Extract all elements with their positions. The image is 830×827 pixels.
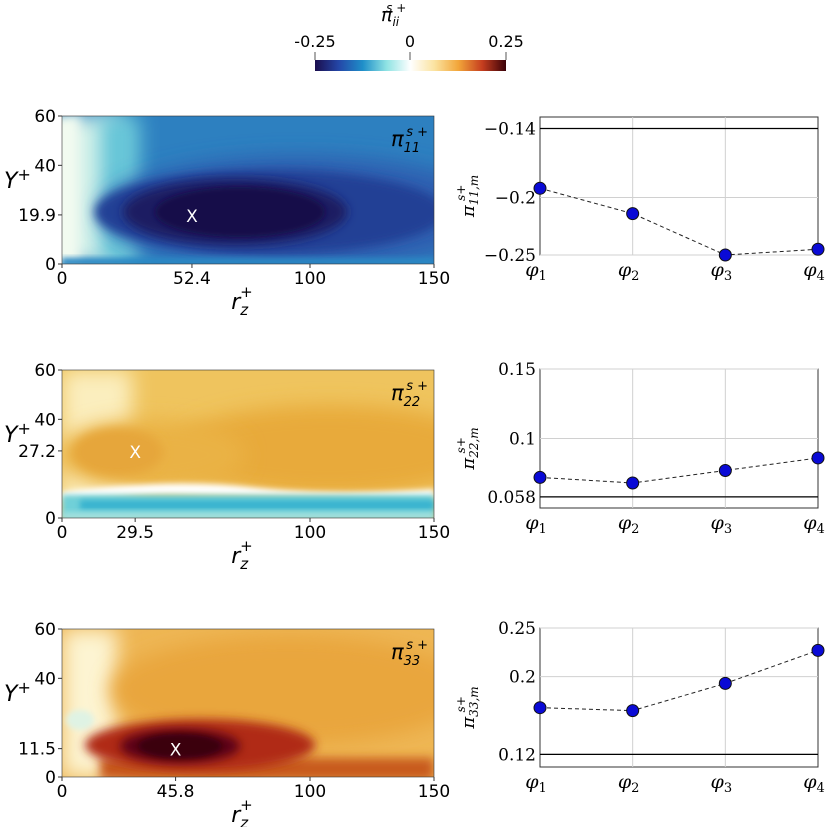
colorbar-tick-label-max: 0.25: [488, 32, 524, 51]
heatmap-pi33-field: [62, 629, 434, 777]
data-point: [533, 181, 547, 195]
colorbar-tick-label-mid: 0: [405, 32, 415, 51]
data-point: [718, 676, 732, 690]
panel-label: π33s +: [391, 638, 428, 669]
heatmap-frame: [61, 115, 435, 265]
series-line: [539, 457, 819, 484]
x-tick-label: 100: [294, 782, 326, 802]
data-point: [811, 451, 825, 465]
y-tick-label: 60: [34, 620, 56, 640]
y-tick-label: 0: [45, 255, 56, 275]
data-point: [718, 463, 732, 477]
extremum-marker: X: [170, 741, 182, 761]
y-tick-label: 0.15: [498, 360, 536, 380]
series-line: [539, 649, 819, 712]
panel-label: π11s +: [391, 125, 428, 156]
data-point: [811, 242, 825, 256]
x-tick-label: φ4: [803, 512, 825, 537]
y-tick-label: 0: [45, 768, 56, 788]
y-tick-label: 40: [34, 669, 56, 689]
y-tick-label: 0.25: [498, 619, 536, 639]
x-tick-label: 52.4: [173, 269, 211, 289]
y-axis-label: π33,ms+: [454, 686, 481, 729]
x-tick-label: 0: [57, 782, 68, 802]
line-chart-pi33: 0.25 0.2 0.12 φ1 φ2 φ3 φ4 π33,ms+: [454, 619, 825, 796]
y-tick-label: 60: [34, 361, 56, 381]
x-tick-label: 0: [57, 269, 68, 289]
x-tick-label: 150: [418, 523, 450, 543]
y-tick-label: 40: [34, 410, 56, 430]
colorbar-title: πiis +: [381, 1, 406, 29]
y-axis-label: π11,ms+: [454, 175, 481, 218]
y-axis-label: π22,ms+: [454, 427, 481, 470]
heatmap-pi11-field: [62, 116, 434, 264]
x-axis-label: rz+: [231, 283, 253, 319]
x-tick-label: φ4: [803, 771, 825, 796]
y-tick-label: 11.5: [18, 740, 56, 760]
heatmap-frame: [61, 369, 435, 519]
y-tick-label: −0.14: [484, 120, 536, 140]
y-tick-label: −0.2: [495, 189, 536, 209]
x-tick-label: 45.8: [157, 782, 195, 802]
y-axis-label: Y+: [4, 678, 31, 707]
data-point: [533, 701, 547, 715]
x-tick-label: 150: [418, 782, 450, 802]
y-tick-label: 0.1: [509, 430, 536, 450]
y-axis-label: Y+: [4, 165, 31, 194]
y-tick-label: 40: [34, 156, 56, 176]
data-point: [811, 643, 825, 657]
y-tick-label: 0.058: [487, 488, 536, 508]
data-point: [626, 704, 640, 718]
x-tick-label: φ2: [618, 259, 640, 284]
x-tick-label: φ2: [618, 771, 640, 796]
heatmap-frame: [61, 628, 435, 778]
heatmap-pi11: 0 52.4 100 150 0 19.9 40 60 rz+ Y+ π11s + X: [4, 107, 450, 319]
y-tick-label: 27.2: [18, 442, 56, 462]
heatmap-pi33: 0 45.8 100 150 0 11.5 40 60 rz+ Y+ π33s + X: [4, 620, 450, 827]
x-tick-label: φ1: [525, 512, 547, 537]
x-tick-label: 0: [57, 523, 68, 543]
y-tick-label: 0.12: [498, 745, 536, 765]
x-tick-label: φ1: [525, 259, 547, 284]
plot-frame: [539, 116, 819, 256]
x-tick-label: 100: [294, 523, 326, 543]
x-axis-label: rz+: [231, 537, 253, 573]
x-tick-label: 100: [294, 269, 326, 289]
x-tick-label: φ3: [711, 259, 733, 284]
data-point: [626, 207, 640, 221]
x-tick-label: φ3: [711, 512, 733, 537]
y-tick-label: −0.25: [484, 246, 536, 266]
x-tick-label: φ2: [618, 512, 640, 537]
colorbar: πiis + -0.25 0 0.25: [294, 1, 524, 71]
x-tick-label: 29.5: [116, 523, 154, 543]
heatmap-pi22: 0 29.5 100 150 0 27.2 40 60 rz+ Y+ π22s + X: [4, 361, 450, 573]
panel-label: π22s +: [391, 379, 428, 410]
x-axis-label: rz+: [231, 796, 253, 827]
y-axis-label: Y+: [4, 419, 31, 448]
line-chart-pi22: 0.15 0.1 0.058 φ1 φ2 φ3 φ4 π22,ms+: [454, 360, 825, 537]
y-tick-label: 19.9: [18, 206, 56, 226]
x-tick-label: φ4: [803, 259, 825, 284]
extremum-marker: X: [129, 443, 141, 463]
y-tick-label: 60: [34, 107, 56, 127]
data-point: [626, 476, 640, 490]
extremum-marker: X: [186, 207, 198, 227]
colorbar-gradient: [315, 60, 506, 71]
y-tick-label: 0: [45, 509, 56, 529]
heatmap-pi22-field: [62, 370, 434, 518]
y-tick-label: 0.2: [509, 668, 536, 688]
x-tick-label: φ3: [711, 771, 733, 796]
x-tick-label: φ1: [525, 771, 547, 796]
data-point: [718, 248, 732, 262]
x-tick-label: 150: [418, 269, 450, 289]
data-point: [533, 470, 547, 484]
colorbar-tick-label-min: -0.25: [294, 32, 335, 51]
